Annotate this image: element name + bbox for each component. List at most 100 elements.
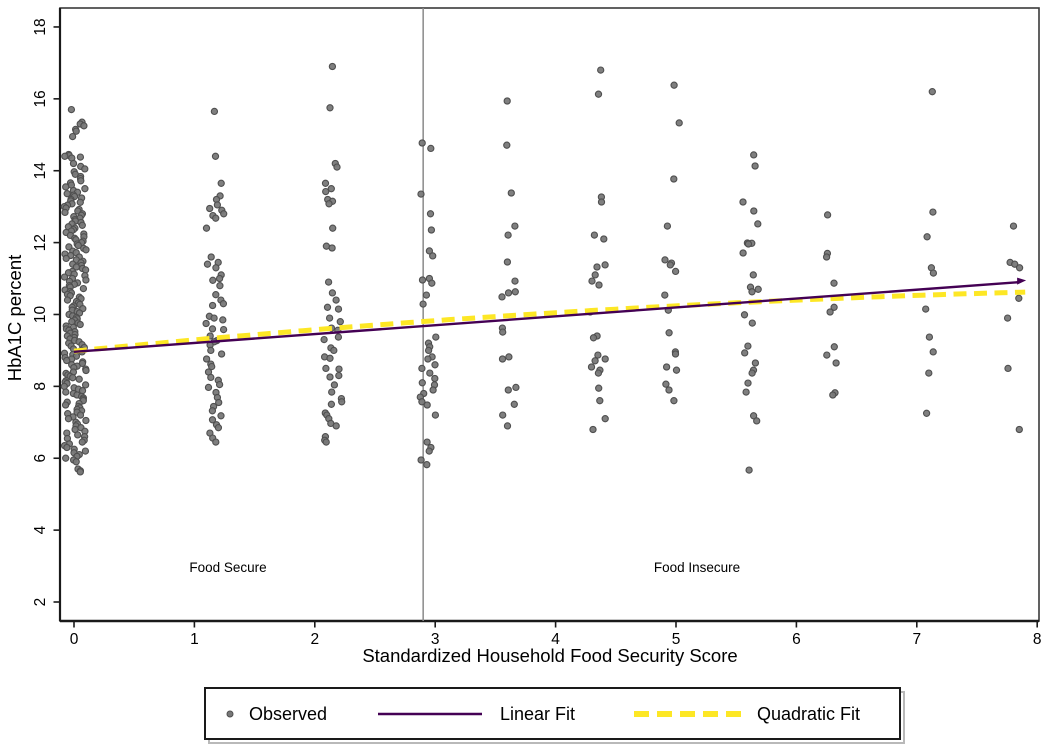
observed-point [207,253,215,261]
observed-point [748,288,756,296]
observed-point [662,380,670,388]
y-tick-label: 4 [32,525,49,534]
legend-quadratic-fit-label: Quadratic Fit [757,704,860,724]
observed-point [206,204,214,213]
observed-point [215,380,224,389]
observed-point [504,289,513,297]
observed-point [81,447,90,455]
observed-point [600,235,608,243]
observed-point [62,454,70,462]
observed-point [923,233,931,241]
observed-point [929,348,937,356]
observed-point [425,447,433,455]
observed-point [601,415,609,423]
observed-point [823,351,831,359]
x-axis-title: Standardized Household Food Security Sco… [362,645,737,666]
observed-point [208,301,217,310]
observed-point [595,281,603,289]
observed-point [753,417,761,425]
observed-point [216,282,224,290]
observed-point [61,401,70,409]
observed-point [329,224,337,232]
observed-point [333,163,341,171]
observed-point [422,291,431,299]
observed-point [928,88,936,96]
observed-point [418,364,426,373]
observed-point [832,359,840,367]
y-tick-label: 16 [32,90,49,107]
observed-point [1009,222,1018,230]
observed-point [81,381,90,389]
observed-point [219,300,228,308]
observed-point [328,244,336,252]
observed-point [428,279,436,287]
observed-point [751,359,760,367]
observed-point [326,104,334,112]
observed-point [80,122,88,130]
observed-point [78,438,86,446]
observed-point [323,303,332,311]
observed-point [212,264,220,272]
observed-point [334,305,343,313]
observed-point [423,461,431,469]
observed-point [594,90,603,98]
observed-point [830,343,838,351]
observed-point [661,291,669,299]
observed-point [503,141,511,149]
observed-point [929,269,938,277]
observed-point [212,438,220,446]
observed-point [322,364,330,373]
observed-point [207,373,215,382]
observed-point [431,411,440,419]
observed-point [830,279,838,287]
y-tick-label: 2 [32,598,49,607]
observed-point [750,207,758,215]
observed-point [204,383,213,392]
observed-point [822,253,831,261]
observed-point [76,468,84,476]
observed-point [62,254,70,263]
observed-point [69,159,78,168]
observed-point [671,350,680,358]
x-axis-ticks: 0 1 2 3 4 5 6 7 8 [70,621,1042,648]
observed-point [744,240,753,248]
observed-point [511,222,519,230]
y-axis-title: HbA1C percent [4,255,25,381]
observed-point [675,119,683,127]
x-tick-label: 4 [551,631,560,648]
observed-point [78,221,86,229]
y-axis-ticks: 2 4 6 8 10 12 14 16 18 [32,18,60,606]
observed-point [597,66,605,74]
observed-point [328,289,337,297]
observed-marker-icon [226,710,234,718]
observed-point [72,458,80,466]
observed-point [61,208,69,217]
observed-point [662,363,671,371]
observed-point [82,246,90,254]
quadratic-fit-curve [73,289,1026,354]
observed-point [63,443,71,452]
fit-lines-layer [73,277,1027,354]
observed-point [431,361,439,369]
y-tick-label: 8 [32,382,49,391]
observed-point [740,311,749,319]
observed-point [432,333,440,341]
observed-point [424,346,433,355]
observed-point [60,273,69,281]
observed-point [511,277,519,285]
observed-point [212,214,220,222]
observed-point [596,397,604,405]
observed-point [72,127,80,135]
observed-point [1011,260,1019,268]
observed-point [597,198,606,206]
observed-point [210,107,219,116]
observed-point [670,175,678,183]
observed-point [217,412,225,420]
observed-point [326,354,334,362]
x-tick-label: 3 [431,631,440,648]
linear-fit-line [73,280,1020,354]
observed-point [419,300,427,308]
observed-point [202,224,211,232]
